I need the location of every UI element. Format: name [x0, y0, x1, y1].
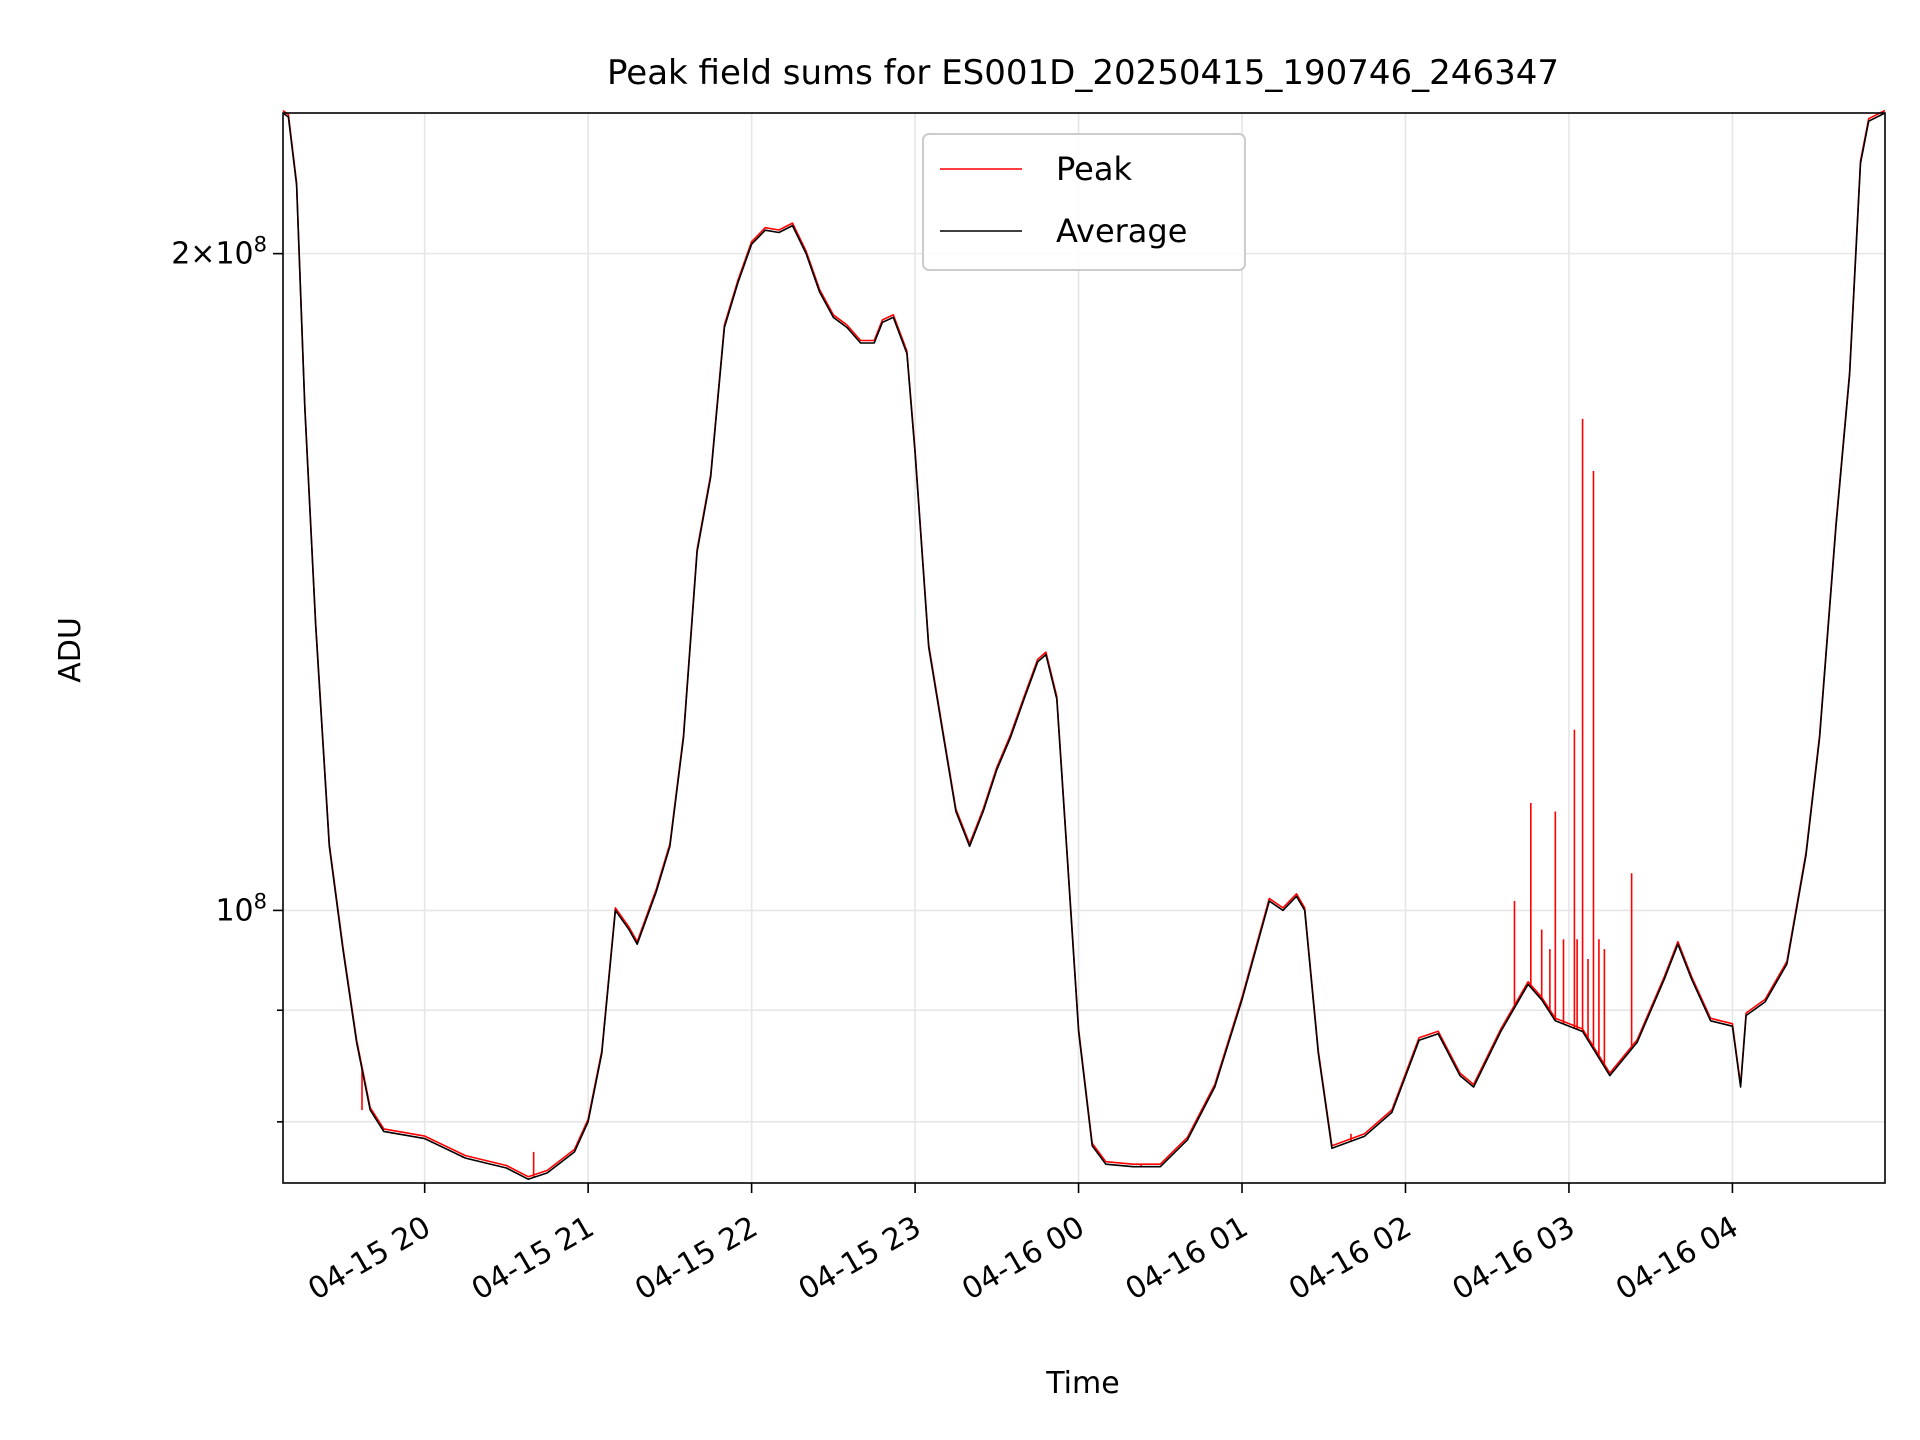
legend-average-label: Average [1056, 212, 1187, 250]
y-tick-exponent: 8 [254, 233, 267, 257]
legend: Peak Average [922, 133, 1246, 271]
y-tick-label: 108 [215, 889, 267, 928]
y-tick-base: 10 [215, 237, 253, 272]
y-tick-times: × [190, 237, 215, 272]
y-axis-label: ADU [53, 617, 88, 683]
x-axis-label: Time [1045, 1366, 1119, 1401]
y-tick-base: 10 [215, 893, 253, 928]
legend-box [922, 133, 1246, 271]
y-tick-mantissa: 2 [171, 237, 190, 272]
plot-frame [282, 112, 1886, 1184]
grid [283, 113, 1885, 1183]
y-tick-label: 2×108 [171, 233, 267, 272]
average-line [282, 112, 1886, 1180]
average-series [282, 112, 1886, 1180]
legend-peak-label: Peak [1056, 150, 1132, 188]
y-tick-exponent: 8 [254, 889, 267, 913]
chart-title: Peak field sums for ES001D_20250415_1907… [607, 53, 1559, 93]
